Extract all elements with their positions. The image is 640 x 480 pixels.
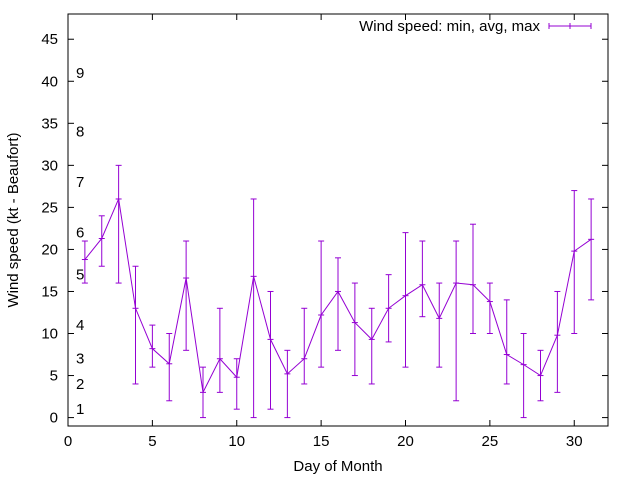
y-tick-label: 45 (41, 31, 58, 48)
beaufort-label: 6 (76, 225, 84, 242)
y-tick-label: 15 (41, 283, 58, 300)
y-tick-label: 30 (41, 157, 58, 174)
beaufort-label: 8 (76, 124, 84, 141)
data-points (81, 198, 595, 393)
legend: Wind speed: min, avg, max (359, 18, 592, 35)
x-tick-label: 15 (313, 433, 330, 450)
y-tick-label: 10 (41, 326, 58, 343)
beaufort-label: 2 (76, 376, 84, 393)
y-tick-label: 40 (41, 73, 58, 90)
x-tick-label: 10 (228, 433, 245, 450)
beaufort-label: 5 (76, 267, 84, 284)
y-axis-title: Wind speed (kt - Beaufort) (5, 132, 22, 307)
y-tick-label: 0 (50, 410, 58, 427)
beaufort-label: 1 (76, 401, 84, 418)
legend-label: Wind speed: min, avg, max (359, 18, 540, 35)
error-bars (81, 164, 595, 419)
beaufort-label: 4 (76, 317, 84, 334)
legend-sample-errorbar (548, 23, 592, 29)
x-tick-label: 20 (397, 433, 414, 450)
y-tick-label: 25 (41, 199, 58, 216)
x-tick-label: 25 (482, 433, 499, 450)
x-tick-label: 0 (64, 433, 72, 450)
beaufort-label: 3 (76, 351, 84, 368)
x-tick-label: 5 (148, 433, 156, 450)
y-tick-label: 20 (41, 241, 58, 258)
beaufort-scale-labels: 1 2 3 4 5 6 7 8 9 (76, 65, 84, 418)
y-tick-label: 35 (41, 115, 58, 132)
plot-area-frame (67, 13, 609, 427)
y-tick-label: 5 (50, 368, 58, 385)
x-tick-label: 30 (566, 433, 583, 450)
beaufort-label: 7 (76, 174, 84, 191)
beaufort-label: 9 (76, 65, 84, 82)
x-axis-title: Day of Month (293, 458, 382, 475)
x-axis-ticks: 0 5 10 15 20 25 30 (64, 14, 583, 450)
